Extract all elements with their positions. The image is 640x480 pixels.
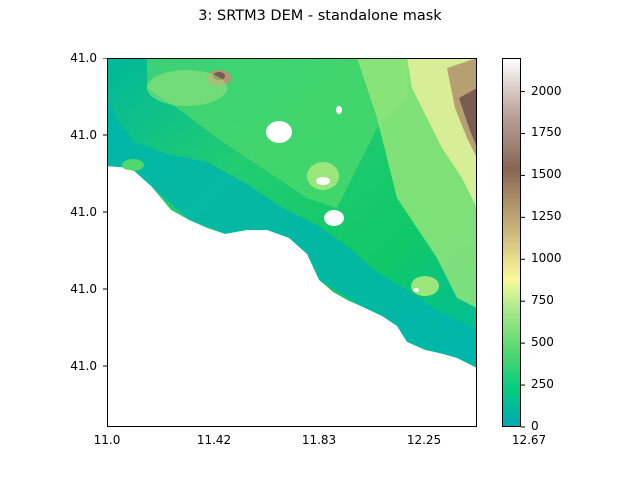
masked-lake-5 xyxy=(413,288,419,292)
colorbar xyxy=(502,58,521,427)
chart-title: 3: SRTM3 DEM - standalone mask xyxy=(198,8,442,24)
masked-lake-2 xyxy=(316,177,330,185)
masked-lake-1 xyxy=(266,121,292,143)
x-tick-label: 11.83 xyxy=(301,433,337,447)
y-tick-marks xyxy=(103,58,107,367)
colorbar-tick-label: 1250 xyxy=(531,209,562,224)
x-tick-label: 12.67 xyxy=(511,433,547,447)
y-tick-label: 41.0 xyxy=(70,51,97,65)
colorbar-tick-label: 1000 xyxy=(531,251,562,266)
y-tick-label: 41.0 xyxy=(70,205,97,219)
x-tick-label: 11.42 xyxy=(196,433,232,447)
colorbar-tick-label: 0 xyxy=(531,419,539,433)
colorbar-tick-marks xyxy=(521,91,525,428)
y-tick-label: 41.0 xyxy=(70,128,97,142)
dem-map-axes xyxy=(107,58,477,427)
masked-sea xyxy=(107,168,477,427)
masked-lake-4 xyxy=(336,106,342,114)
upper-hills-patch xyxy=(147,70,227,106)
colorbar-tick-label: 1500 xyxy=(531,167,562,182)
colorbar-tick-label: 2000 xyxy=(531,83,562,98)
central-volcano xyxy=(307,162,339,190)
coastal-sea-tint xyxy=(107,98,477,368)
y-tick-label: 41.0 xyxy=(70,282,97,296)
colorbar-tick-label: 750 xyxy=(531,293,554,308)
x-tick-label: 12.25 xyxy=(406,433,442,447)
southern-volcano xyxy=(411,276,439,296)
mountain-region xyxy=(447,58,477,158)
y-tick-label: 41.0 xyxy=(70,359,97,373)
colorbar-tick-label: 250 xyxy=(531,377,554,392)
peak-region xyxy=(459,88,477,148)
colorbar-tick-label: 1750 xyxy=(531,125,562,140)
masked-lake-3 xyxy=(324,210,344,226)
x-tick-label: 11.0 xyxy=(93,433,121,447)
colorbar-tick-label: 500 xyxy=(531,335,554,350)
coastal-island xyxy=(122,159,144,171)
